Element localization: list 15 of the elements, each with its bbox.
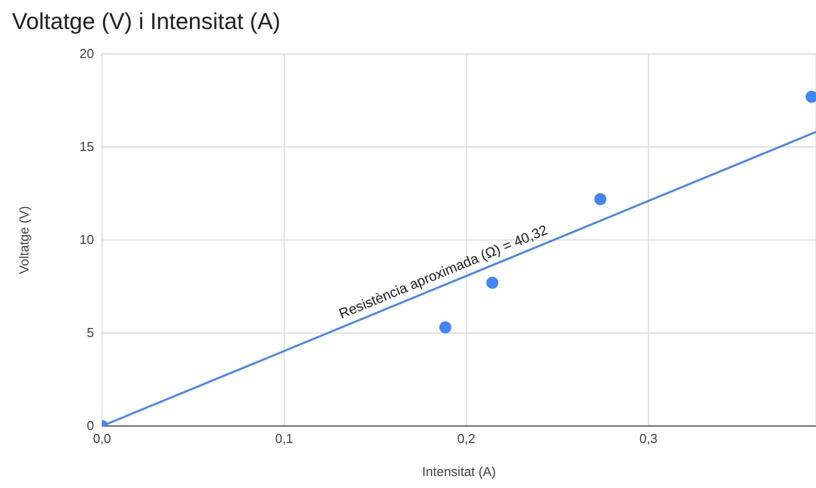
y-tick-label: 15 (80, 139, 94, 154)
y-tick-label: 5 (86, 325, 94, 340)
y-tick-label: 0 (86, 418, 94, 433)
chart-title: Voltatge (V) i Intensitat (A) (12, 8, 282, 36)
point (439, 321, 452, 334)
y-tick-label: 20 (80, 46, 94, 61)
x-tick-label: 0,1 (275, 431, 294, 446)
x-axis-title: Intensitat (A) (422, 464, 496, 479)
point (594, 193, 606, 206)
point (486, 276, 498, 289)
x-tick-label: 0,0 (92, 431, 112, 446)
x-tick-label: 0,2 (457, 431, 476, 446)
x-tick-label: 0,3 (639, 431, 658, 446)
y-axis-title: Voltatge (V) (16, 206, 32, 274)
y-tick-label: 10 (80, 232, 94, 247)
